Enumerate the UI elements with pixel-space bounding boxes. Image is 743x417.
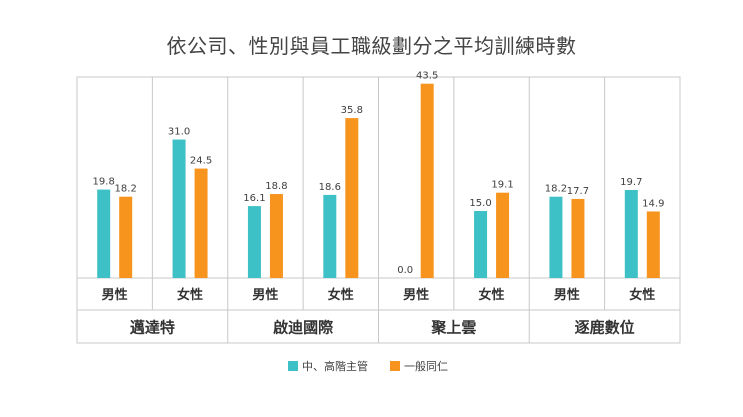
- legend: 中、高階主管 一般同仁: [288, 359, 448, 373]
- bar: [549, 196, 563, 278]
- bar: [646, 211, 660, 278]
- bar: [323, 194, 337, 278]
- legend-label: 一般同仁: [404, 360, 448, 373]
- bar: [345, 118, 359, 279]
- chart-frame: [76, 76, 681, 344]
- bar: [247, 206, 261, 278]
- bars: [97, 83, 660, 279]
- value-label: 14.9: [642, 198, 664, 209]
- bar: [119, 196, 133, 278]
- value-label: 15.0: [469, 198, 491, 209]
- subcategory-label: 女性: [177, 287, 203, 303]
- subcategory-label: 女性: [479, 287, 505, 303]
- subcategory-label: 男性: [554, 287, 580, 303]
- chart-title: 依公司、性別與員工職級劃分之平均訓練時數: [166, 34, 577, 58]
- value-label: 19.8: [93, 177, 115, 188]
- legend-swatch: [390, 361, 400, 371]
- group-label: 邁達特: [130, 319, 175, 337]
- value-label: 35.8: [341, 105, 363, 116]
- value-label: 19.7: [620, 177, 642, 188]
- subcategory-labels: 男性 女性 男性 女性 男性 女性 男性 女性: [102, 287, 656, 303]
- value-label: 16.1: [243, 193, 265, 204]
- value-label: 0.0: [397, 265, 413, 276]
- value-label: 18.6: [319, 182, 341, 193]
- value-label: 17.7: [567, 186, 589, 197]
- value-label: 43.5: [416, 71, 438, 82]
- value-label: 19.1: [491, 180, 513, 191]
- bar: [97, 189, 111, 278]
- value-label: 24.5: [190, 156, 212, 167]
- bar: [269, 194, 283, 278]
- subcategory-label: 男性: [102, 287, 128, 303]
- subcategory-label: 男性: [403, 287, 429, 303]
- bar: [420, 83, 434, 278]
- group-label: 逐鹿數位: [575, 319, 635, 337]
- value-label: 18.2: [115, 184, 137, 195]
- bar: [474, 211, 488, 278]
- subcategory-label: 男性: [252, 287, 278, 303]
- value-label: 18.8: [265, 181, 287, 192]
- bar: [172, 139, 186, 278]
- value-label: 18.2: [545, 184, 567, 195]
- bar: [624, 190, 638, 278]
- group-label: 啟迪國際: [273, 319, 334, 337]
- bar: [571, 198, 585, 278]
- subcategory-label: 女性: [629, 287, 655, 303]
- legend-swatch: [288, 361, 298, 371]
- bar: [194, 168, 208, 278]
- value-label: 31.0: [168, 127, 190, 138]
- group-label: 聚上雲: [430, 319, 476, 337]
- subcategory-label: 女性: [328, 287, 354, 303]
- bar: [496, 192, 510, 278]
- legend-label: 中、高階主管: [302, 359, 368, 373]
- group-labels: 邁達特 啟迪國際 聚上雲 逐鹿數位: [130, 319, 635, 337]
- value-labels: 19.818.231.024.516.118.8 18.635.80.043.51…: [93, 71, 665, 276]
